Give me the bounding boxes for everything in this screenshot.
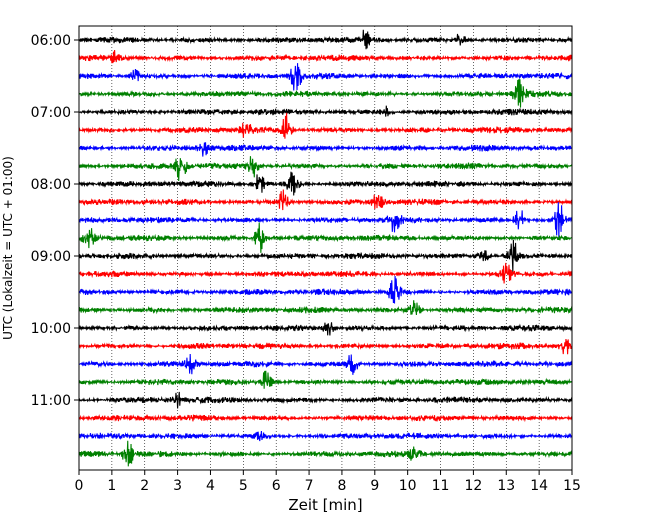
x-tick-label: 7	[305, 478, 314, 494]
grid-lines	[111, 26, 540, 470]
trace-0615	[78, 50, 573, 64]
x-tick-label: 12	[464, 478, 482, 494]
x-tick-label: 0	[75, 478, 84, 494]
y-tick-label: 10:00	[31, 321, 71, 337]
x-tick-label: 9	[370, 478, 379, 494]
trace-0600	[78, 29, 573, 50]
trace-1045	[78, 370, 573, 389]
trace-1015	[78, 338, 573, 355]
x-tick-label: 5	[239, 478, 248, 494]
trace-0915	[78, 262, 573, 284]
trace-1130	[78, 431, 573, 442]
trace-0930	[78, 275, 573, 304]
x-axis: 0 1 2 3 4 5 6 7 8 9 10 11 12 13 14 15	[75, 470, 581, 494]
trace-group	[78, 29, 573, 467]
trace-0730	[78, 142, 573, 157]
plot-frame	[78, 25, 573, 471]
x-tick-label: 8	[337, 478, 346, 494]
trace-0630	[78, 63, 573, 91]
x-tick-label: 11	[432, 478, 450, 494]
x-tick-label: 6	[272, 478, 281, 494]
trace-0900	[78, 239, 573, 273]
trace-0945	[78, 300, 573, 316]
y-tick-label: 06:00	[31, 33, 71, 49]
trace-0815	[78, 189, 573, 211]
x-tick-label: 15	[563, 478, 581, 494]
trace-0745	[78, 156, 573, 182]
trace-0700	[78, 105, 573, 117]
x-tick-label: 10	[399, 478, 417, 494]
y-axis-label: UTC (Lokalzeit = UTC + 01:00)	[1, 156, 15, 340]
trace-0830	[78, 202, 573, 239]
trace-0845	[78, 222, 573, 253]
trace-0645	[78, 79, 573, 108]
x-tick-label: 14	[530, 478, 548, 494]
x-tick-label: 1	[107, 478, 116, 494]
trace-0800	[78, 171, 573, 196]
x-tick-label: 3	[173, 478, 182, 494]
x-tick-label: 2	[140, 478, 149, 494]
x-tick-label: 4	[206, 478, 215, 494]
trace-1000	[78, 322, 573, 336]
x-axis-label: Zeit [min]	[288, 496, 362, 514]
y-tick-label: 09:00	[31, 249, 71, 265]
y-tick-label: 07:00	[31, 105, 71, 121]
y-tick-label: 11:00	[31, 393, 71, 409]
trace-1100	[78, 391, 573, 409]
y-axis: 06:00 07:00 08:00 09:00 10:00 11:00	[31, 33, 79, 409]
y-tick-label: 08:00	[31, 177, 71, 193]
trace-1145	[78, 440, 573, 467]
trace-1115	[78, 413, 573, 423]
trace-0715	[78, 112, 573, 139]
trace-1030	[78, 354, 573, 375]
x-tick-label: 13	[497, 478, 515, 494]
